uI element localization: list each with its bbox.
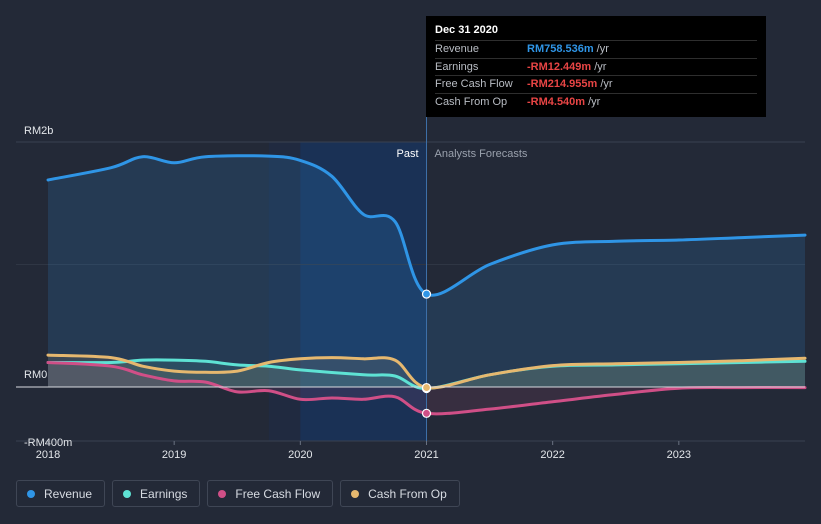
legend: Revenue Earnings Free Cash Flow Cash Fro… — [16, 480, 460, 507]
revenue-line — [46, 154, 807, 297]
legend-label: Free Cash Flow — [235, 486, 321, 501]
x-tick-label: 2018 — [36, 449, 60, 461]
x-tick-label: 2021 — [414, 449, 438, 461]
tooltip-row-free-cash-flow: Free Cash Flow -RM214.955m /yr — [435, 75, 757, 93]
x-tick-label: 2020 — [288, 449, 312, 461]
earnings-area — [48, 359, 805, 389]
free-cash-flow-dot-icon — [218, 489, 227, 498]
legend-item-cash-from-op[interactable]: Cash From Op — [340, 480, 460, 507]
free-cash-flow-marker — [421, 408, 432, 418]
y-tick-label: RM2b — [24, 125, 53, 137]
tooltip-value: -RM214.955m — [527, 78, 598, 90]
revenue-dot-icon — [27, 489, 35, 498]
tooltip-date: Dec 31 2020 — [435, 24, 498, 36]
x-tick-label: 2023 — [667, 449, 691, 461]
tooltip-row-earnings: Earnings -RM12.449m /yr — [435, 57, 757, 76]
cash-from-op-marker — [421, 382, 432, 393]
cash-from-op-line — [46, 353, 807, 390]
legend-label: Earnings — [140, 486, 188, 501]
past-label: Past — [396, 148, 418, 160]
tooltip-unit: /yr — [600, 78, 613, 90]
revenue-marker — [421, 289, 432, 299]
revenue-area — [48, 155, 805, 387]
past-region-highlight — [300, 142, 427, 441]
free-cash-flow-line — [46, 361, 807, 416]
tooltip-label: Cash From Op — [435, 95, 508, 108]
tooltip-value: -RM12.449m — [527, 60, 592, 73]
x-tick-label: 2019 — [162, 449, 186, 461]
tooltip-unit: /yr — [588, 95, 601, 108]
tooltip-row-revenue: Revenue RM758.536m /yr — [435, 40, 757, 58]
forecast-label: Analysts Forecasts — [435, 148, 528, 160]
y-tick-label: RM0 — [24, 369, 47, 381]
tooltip-row-cash-from-op: Cash From Op -RM4.540m /yr — [435, 92, 757, 111]
legend-label: Cash From Op — [368, 486, 447, 501]
cash-from-op-area — [48, 355, 805, 388]
tooltip-value: RM758.536m — [527, 43, 594, 55]
tooltip-label: Revenue — [435, 43, 480, 55]
tooltip-unit: /yr — [594, 60, 607, 73]
earnings-dot-icon — [123, 489, 132, 498]
tooltip-value: -RM4.540m — [527, 95, 586, 108]
tooltip-unit: /yr — [596, 43, 609, 55]
tooltip: Dec 31 2020 Revenue RM758.536m /yr Earni… — [426, 16, 766, 117]
legend-item-free-cash-flow[interactable]: Free Cash Flow — [207, 480, 334, 507]
tooltip-label: Free Cash Flow — [435, 78, 513, 90]
cash-from-op-dot-icon — [351, 489, 360, 498]
legend-item-revenue[interactable]: Revenue — [16, 480, 106, 507]
x-tick-label: 2022 — [540, 449, 564, 461]
tooltip-label: Earnings — [435, 60, 479, 73]
legend-item-earnings[interactable]: Earnings — [112, 480, 201, 507]
legend-label: Revenue — [44, 486, 93, 501]
